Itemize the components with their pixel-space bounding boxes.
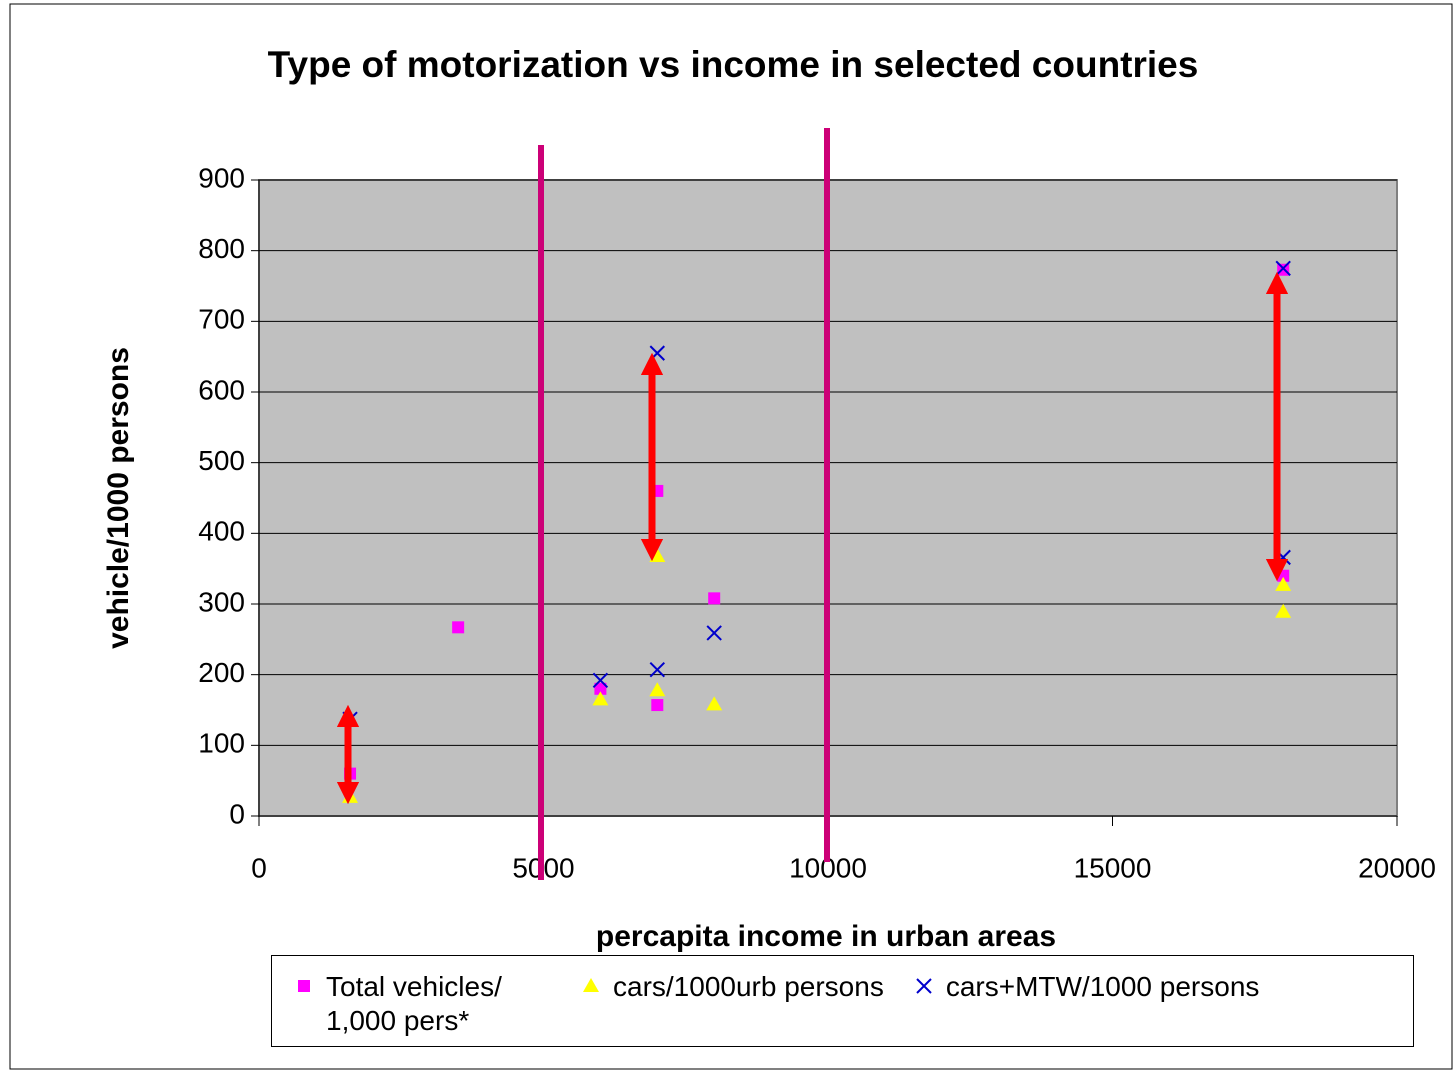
point (706, 625, 722, 641)
y-tick-label: 800 (198, 233, 245, 264)
legend-item: cars+MTW/1000 persons (914, 970, 1260, 1004)
point (916, 978, 932, 994)
point (592, 691, 609, 706)
y-tick-label: 600 (198, 374, 245, 405)
legend-label: Total vehicles/ 1,000 pers* (326, 971, 502, 1036)
point (649, 682, 666, 697)
legend-label: cars/1000urb persons (613, 971, 884, 1002)
y-tick-label: 700 (198, 304, 245, 335)
y-tick-label: 500 (198, 445, 245, 476)
point (706, 696, 723, 711)
point (583, 978, 599, 992)
x-tick-label: 0 (251, 852, 267, 883)
point (651, 699, 664, 712)
y-tick-label: 900 (198, 162, 245, 193)
chart-title: Type of motorization vs income in select… (268, 44, 1199, 85)
point (1275, 603, 1292, 618)
point (594, 682, 607, 695)
x-tick-label: 15000 (1074, 852, 1152, 883)
point (452, 621, 465, 634)
point (298, 980, 310, 992)
legend-swatch (916, 978, 932, 994)
y-tick-label: 0 (229, 798, 245, 829)
legend: Total vehicles/ 1,000 pers* cars/1000urb … (271, 955, 1414, 1047)
legend-swatch (298, 980, 310, 992)
point (649, 662, 666, 678)
y-axis-label: vehicle/1000 persons (102, 347, 135, 649)
point (592, 672, 609, 689)
y-tick-label: 300 (198, 586, 245, 617)
y-tick-label: 400 (198, 516, 245, 547)
point (1275, 576, 1292, 591)
legend-item: Total vehicles/ 1,000 pers* (294, 970, 551, 1038)
y-tick-label: 200 (198, 657, 245, 688)
y-tick-label: 100 (198, 728, 245, 759)
x-axis-label: percapita income in urban areas (596, 920, 1056, 953)
legend-label: cars+MTW/1000 persons (945, 971, 1260, 1002)
point (708, 592, 721, 605)
x-tick-label: 20000 (1358, 852, 1436, 883)
legend-swatch (583, 978, 599, 992)
legend-item: cars/1000urb persons (581, 970, 884, 1004)
